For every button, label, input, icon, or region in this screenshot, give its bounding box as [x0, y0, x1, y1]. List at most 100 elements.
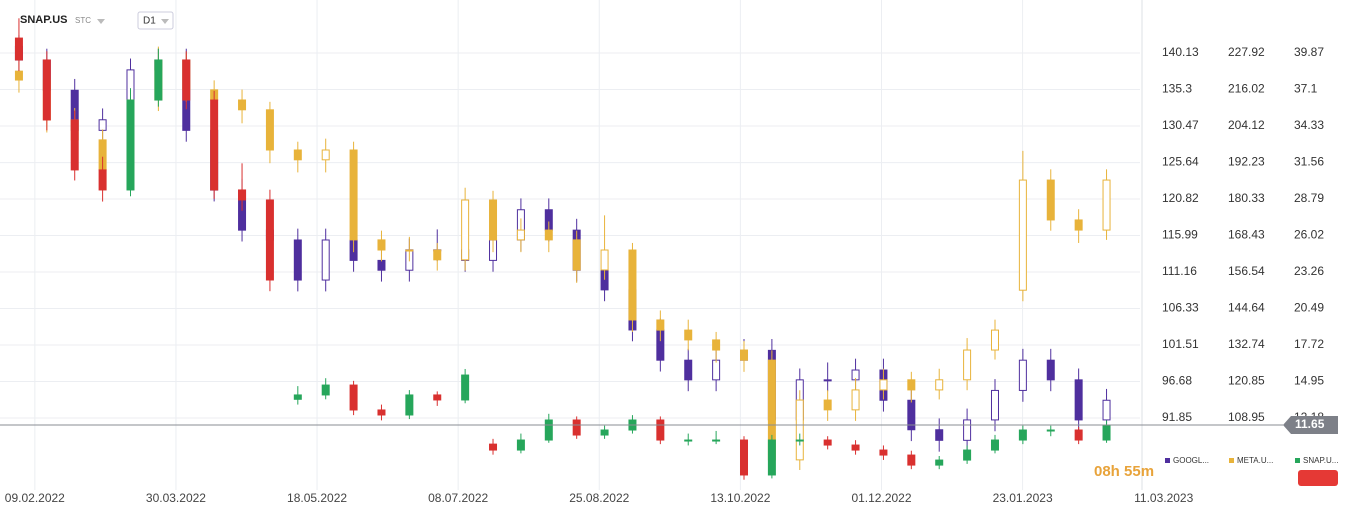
candle-body [823, 399, 832, 411]
candle-body [516, 439, 525, 451]
candle-body [238, 189, 247, 201]
y-tick-label: 31.56 [1294, 155, 1324, 169]
candle-body [349, 149, 358, 241]
candle-body [1074, 379, 1083, 421]
y-tick-label: 91.85 [1162, 410, 1192, 424]
candle-body [740, 349, 749, 361]
y-tick-label: 23.26 [1294, 264, 1324, 278]
candle-body [990, 329, 999, 351]
candle-body [98, 169, 107, 191]
interval-box[interactable] [137, 11, 174, 30]
market: STC [75, 16, 91, 25]
x-tick-label: 01.12.2022 [851, 491, 911, 505]
candle-body [238, 99, 247, 111]
candle-body [293, 239, 302, 281]
last-price-label: 11.65 [1295, 417, 1325, 431]
interval-dropdown[interactable] [161, 19, 169, 24]
y-tick-label: 125.64 [1162, 155, 1199, 169]
candle-body [656, 419, 665, 441]
candle-body [1046, 179, 1055, 221]
y-tick-label: 101.51 [1162, 337, 1199, 351]
candle-body [70, 119, 79, 171]
candle-body [823, 439, 832, 446]
symbol-dropdown[interactable] [97, 19, 105, 24]
y-tick-label: 156.54 [1228, 264, 1265, 278]
candle-body [265, 109, 274, 151]
legend-label: GOOGL... [1173, 456, 1209, 465]
candle-body [907, 454, 916, 466]
y-tick-label: 216.02 [1228, 82, 1265, 96]
x-tick-label: 18.05.2022 [287, 491, 347, 505]
interval[interactable]: D1 [143, 16, 156, 27]
candle-body [293, 394, 302, 400]
candle-body [433, 249, 442, 261]
legend-swatch [1229, 458, 1234, 463]
candle-body [600, 429, 609, 436]
candle-body [572, 419, 581, 436]
x-tick-label: 23.01.2023 [993, 491, 1053, 505]
candle-body [293, 149, 302, 161]
candle-body [935, 459, 944, 466]
candle-body [963, 419, 972, 441]
y-tick-label: 120.82 [1162, 191, 1199, 205]
candle-body [879, 379, 888, 391]
legend-swatch [1295, 458, 1300, 463]
candle-body [405, 249, 414, 252]
candle-body [14, 37, 23, 61]
candle-body [656, 319, 665, 331]
candle-body [1018, 429, 1027, 441]
x-tick-label: 30.03.2022 [146, 491, 206, 505]
y-tick-label: 130.47 [1162, 118, 1199, 132]
candle-body [377, 259, 386, 271]
candle-body [321, 384, 330, 396]
countdown: 08h 55m [1094, 463, 1154, 480]
candle-body [963, 449, 972, 461]
y-tick-label: 26.02 [1294, 228, 1324, 242]
candle-body [879, 449, 888, 456]
y-tick-label: 168.43 [1228, 228, 1265, 242]
candle-body [712, 339, 721, 351]
candle-body [461, 199, 470, 261]
y-tick-label: 120.85 [1228, 374, 1265, 388]
candle-body [684, 359, 693, 381]
candle-body [1102, 424, 1111, 441]
candle-body [42, 59, 51, 121]
candle-body [1046, 429, 1055, 432]
x-tick-label: 13.10.2022 [710, 491, 770, 505]
candle-body [823, 379, 832, 382]
y-tick-label: 17.72 [1294, 337, 1324, 351]
candle-body [684, 329, 693, 341]
legend-label: META.U... [1237, 456, 1273, 465]
candle-body [98, 119, 107, 131]
candle-body [767, 439, 776, 476]
candle-body [461, 374, 470, 401]
y-tick-label: 135.3 [1162, 82, 1192, 96]
x-tick-label: 25.08.2022 [569, 491, 629, 505]
legend-label: SNAP.U... [1303, 456, 1338, 465]
candle-body [990, 389, 999, 421]
y-tick-label: 108.95 [1228, 410, 1265, 424]
candle-body [990, 439, 999, 451]
x-tick-label: 08.07.2022 [428, 491, 488, 505]
y-tick-label: 132.74 [1228, 337, 1265, 351]
candle-body [1074, 429, 1083, 441]
candle-body [516, 229, 525, 241]
candle-body [628, 249, 637, 321]
x-tick-label: 11.03.2023 [1134, 491, 1193, 505]
y-tick-label: 20.49 [1294, 301, 1324, 315]
candle-body [572, 239, 581, 271]
candle-body [1074, 219, 1083, 231]
candle-body [377, 239, 386, 251]
candle-body [1102, 179, 1111, 231]
candle-body [154, 59, 163, 101]
y-tick-label: 180.33 [1228, 191, 1265, 205]
y-tick-label: 14.95 [1294, 374, 1324, 388]
candle-body [851, 389, 860, 411]
symbol[interactable]: SNAP.US [20, 14, 67, 26]
y-tick-label: 28.79 [1294, 191, 1324, 205]
candle-body [712, 359, 721, 381]
candle-body [265, 199, 274, 281]
y-tick-label: 37.1 [1294, 82, 1318, 96]
candle-body [740, 439, 749, 476]
sell-button[interactable] [1298, 470, 1338, 486]
